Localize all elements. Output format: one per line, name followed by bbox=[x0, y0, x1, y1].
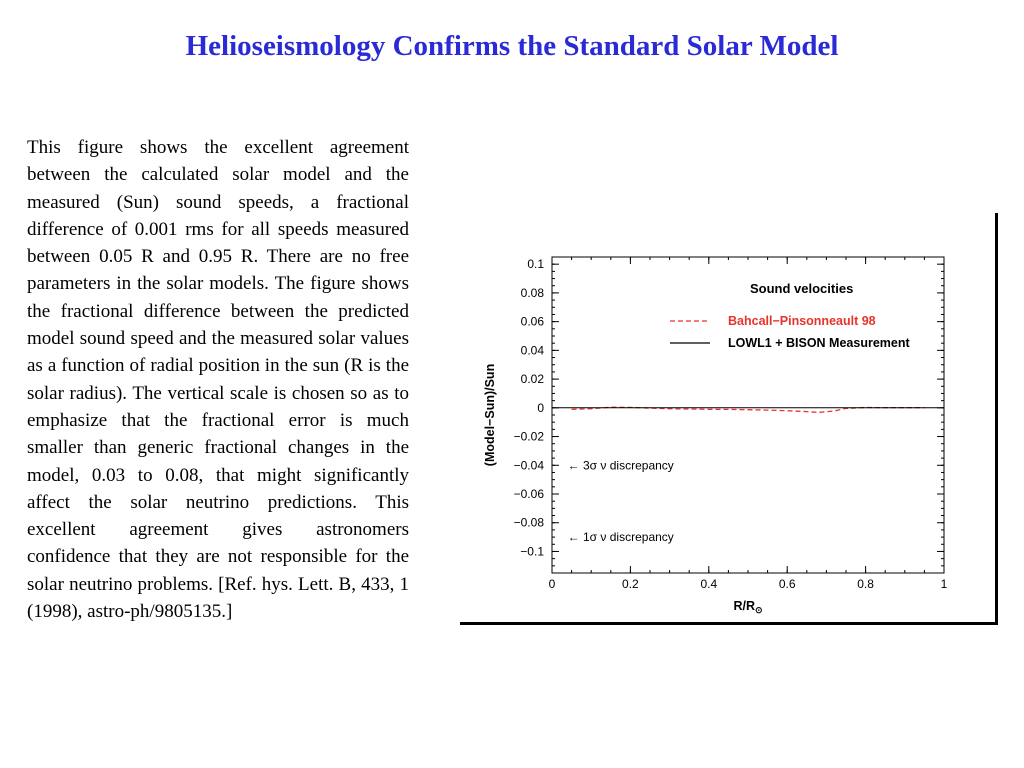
series-layer bbox=[552, 406, 944, 414]
y-tick-label: −0.04 bbox=[514, 458, 545, 472]
y-tick-label: 0.1 bbox=[527, 257, 544, 271]
legend-title: Sound velocities bbox=[750, 281, 853, 296]
y-tick-label: 0 bbox=[537, 401, 544, 415]
y-tick-label: 0.02 bbox=[521, 372, 545, 386]
annotations: ← 3σ ν discrepancy ← 1σ ν discrepancy bbox=[568, 458, 674, 544]
legend-label-2: LOWL1 + BISON Measurement bbox=[728, 336, 910, 350]
tick-marks bbox=[551, 257, 945, 573]
x-tick-label: 0.4 bbox=[700, 577, 717, 591]
y-tick-label: −0.06 bbox=[514, 487, 545, 501]
legend-label-1: Bahcall−Pinsonneault 98 bbox=[728, 314, 876, 328]
annotation-1: ← 3σ ν discrepancy bbox=[568, 458, 674, 472]
y-axis-label: (Model−Sun)/Sun bbox=[483, 364, 497, 466]
x-axis-label-subscript: ⊙ bbox=[755, 605, 763, 615]
y-tick-label: 0.06 bbox=[521, 315, 545, 329]
plot-border bbox=[551, 256, 945, 574]
y-tick-labels: 0.1 0.08 0.06 0.04 0.02 0 −0.02 −0.04 −0.06 −0.08… bbox=[514, 257, 545, 558]
sound-speed-figure: 0.1 0.08 0.06 0.04 0.02 0 −0.02 −0.04 −0.06 −0.08… bbox=[460, 213, 998, 625]
x-tick-label: 0.2 bbox=[622, 577, 639, 591]
x-tick-label: 0.6 bbox=[779, 577, 796, 591]
y-tick-label: −0.1 bbox=[520, 544, 544, 558]
x-tick-label: 0.8 bbox=[857, 577, 874, 591]
x-tick-label: 1 bbox=[941, 577, 948, 591]
plot-frame bbox=[551, 256, 945, 574]
y-tick-label: −0.08 bbox=[514, 516, 545, 530]
y-tick-label: −0.02 bbox=[514, 430, 545, 444]
y-tick-label: 0.08 bbox=[521, 286, 545, 300]
sound-speed-chart: 0.1 0.08 0.06 0.04 0.02 0 −0.02 −0.04 −0.06 −0.08… bbox=[483, 256, 948, 615]
legend: Sound velocities Bahcall−Pinsonneault 98 L… bbox=[670, 281, 910, 350]
x-tick-labels: 0 0.2 0.4 0.6 0.8 1 bbox=[549, 577, 948, 591]
y-tick-label: 0.04 bbox=[521, 343, 545, 357]
page-title: Helioseismology Confirms the Standard So… bbox=[185, 30, 839, 62]
figure-description: This figure shows the excellent agreemen… bbox=[27, 137, 409, 623]
x-axis-label: R/R⊙ bbox=[733, 599, 762, 615]
annotation-2: ← 1σ ν discrepancy bbox=[568, 530, 674, 544]
x-tick-label: 0 bbox=[549, 577, 556, 591]
